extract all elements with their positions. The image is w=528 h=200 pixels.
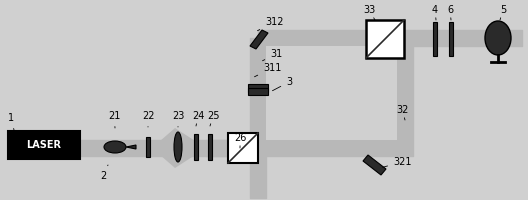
Text: 2: 2 [100,165,108,181]
Text: 31: 31 [262,49,282,61]
Text: 4: 4 [432,5,438,20]
Text: 33: 33 [363,5,375,20]
Bar [228,133,258,163]
Bar [449,22,453,56]
Text: 24: 24 [192,111,204,126]
Bar [8,131,80,159]
Text: 311: 311 [254,63,281,77]
Text: 32: 32 [396,105,408,120]
Bar [248,84,268,92]
Text: 5: 5 [500,5,506,20]
Bar [266,46,397,140]
Text: 21: 21 [108,111,120,128]
Polygon shape [250,30,268,49]
Text: 23: 23 [172,111,184,127]
Text: 6: 6 [447,5,453,20]
Bar [248,88,268,95]
Polygon shape [363,155,386,175]
Ellipse shape [104,141,126,153]
Ellipse shape [174,132,182,162]
Text: 321: 321 [383,157,411,167]
Polygon shape [126,145,136,149]
Text: LASER: LASER [26,140,61,150]
Ellipse shape [485,21,511,55]
Text: 1: 1 [8,113,14,130]
Bar [366,20,404,58]
Bar [194,134,198,160]
Text: 22: 22 [142,111,155,127]
Bar [433,22,437,56]
Polygon shape [152,128,206,168]
Text: 25: 25 [207,111,220,126]
Bar [208,134,212,160]
Text: 26: 26 [234,133,247,148]
Bar [146,137,150,157]
Text: 312: 312 [258,17,284,31]
Text: 3: 3 [272,77,292,91]
